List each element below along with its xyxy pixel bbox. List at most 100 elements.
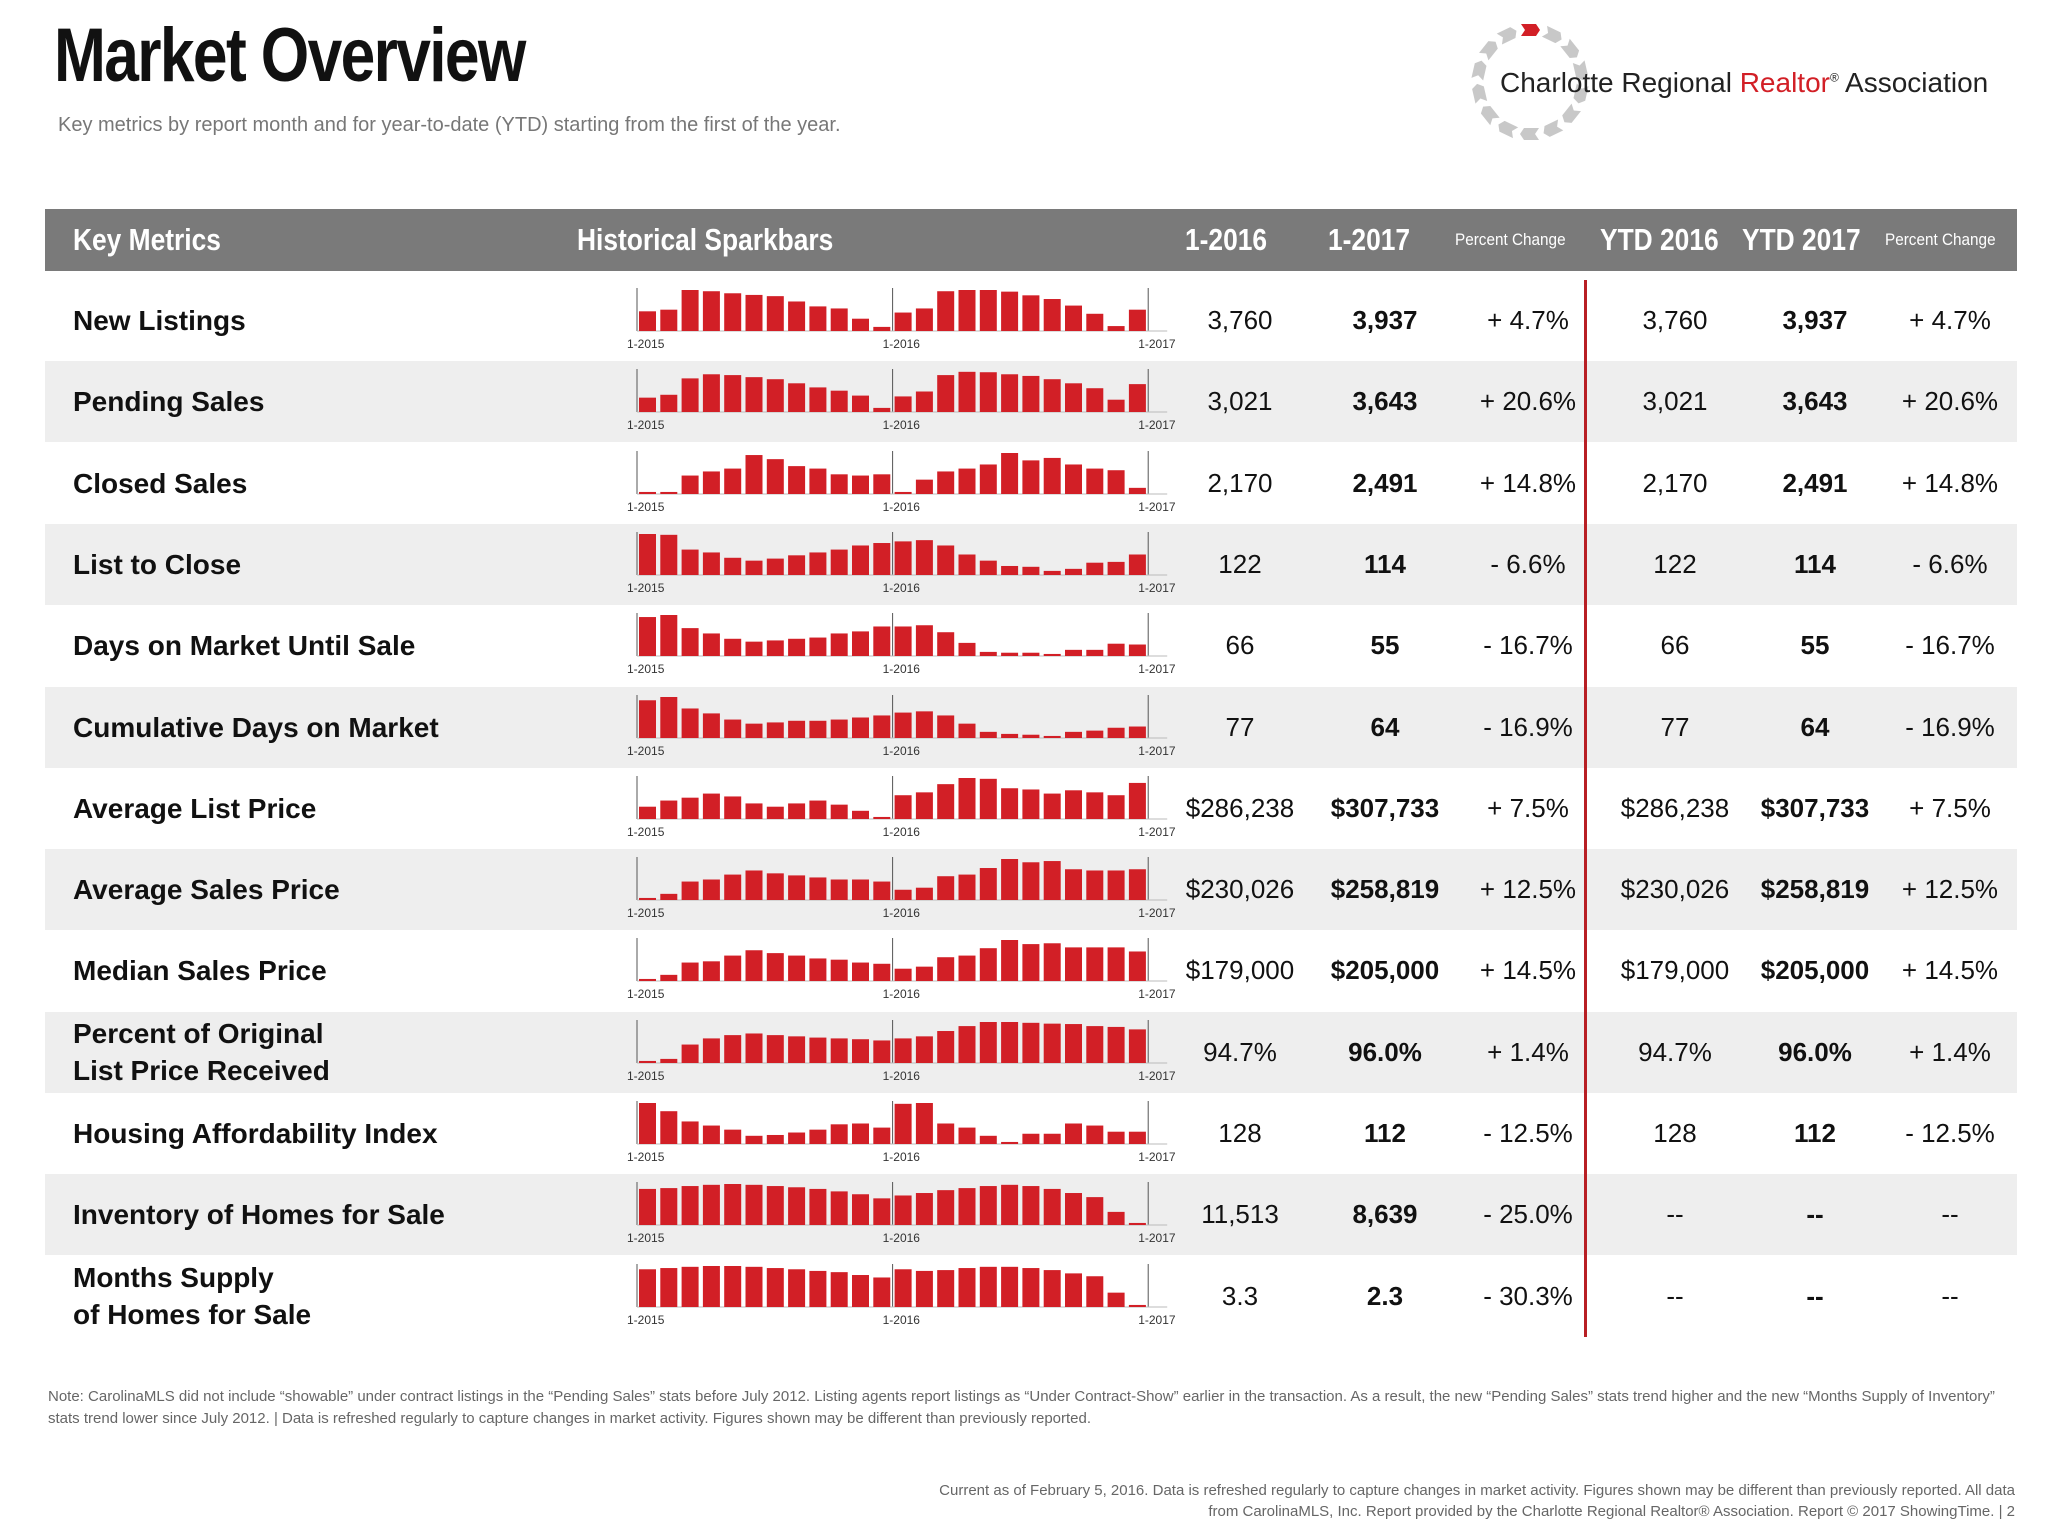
sparkbar-bar	[937, 957, 955, 982]
value-pct-change-ytd: + 14.8%	[1901, 467, 1999, 498]
sparkbar-bar	[1022, 1022, 1040, 1063]
sparkbar-bar	[1022, 734, 1040, 738]
sparkbar-bar	[745, 1185, 763, 1226]
sparkbar-axis-label: 1-2015	[627, 744, 665, 758]
metric-name-line1: New Listings	[73, 305, 246, 336]
logo-chevron-icon	[1560, 38, 1580, 59]
sparkbar-bar	[1128, 309, 1146, 331]
sparkbar-bar	[1043, 654, 1061, 657]
sparkbar-bar	[937, 1269, 955, 1307]
sparkbar-bar	[1001, 652, 1019, 657]
sparkbar-bar	[1043, 299, 1061, 331]
sparkbar-bar	[681, 1186, 699, 1226]
table-row: Inventory of Homes for Sale 1-2015 1-2016 1…	[45, 1174, 2017, 1256]
sparkbar-bar	[852, 545, 869, 575]
sparkbar-bar	[766, 873, 784, 901]
metric-name: Closed Sales	[73, 465, 593, 502]
sparkbar-bar	[894, 1268, 912, 1307]
sparkbar-bar	[681, 1266, 699, 1307]
sparkbar-bar	[788, 1268, 806, 1307]
sparkbar-bar	[681, 1121, 699, 1144]
sparkbar-axis-label: 1-2015	[627, 825, 665, 839]
sparkbar-bar	[830, 633, 848, 657]
sparkbar-bar	[1086, 730, 1104, 738]
sparkbar-bar	[852, 395, 869, 413]
metric-name-line1: Closed Sales	[73, 467, 248, 499]
sparkbar-bar	[766, 379, 784, 413]
sparkbar-bar	[1128, 1131, 1146, 1144]
sparkbar-bar	[894, 312, 912, 331]
sparkbar-bar	[660, 1267, 678, 1307]
sparkbar-chart: 1-2015 1-2016 1-2017	[627, 450, 1176, 514]
sparkbar-bar	[937, 1030, 955, 1063]
sparkbar-bar	[979, 290, 997, 331]
sparkbar-axis-label: 1-2017	[1138, 662, 1176, 676]
sparkbar-bar	[937, 632, 955, 657]
sparkbar-bar	[745, 950, 763, 982]
value-pct-change-ytd: --	[1941, 1199, 1959, 1230]
sparkbar-bar	[1107, 326, 1125, 331]
sparkbar-bar	[852, 475, 869, 494]
sparkbar-bar	[1022, 862, 1040, 901]
value-pct-change-ytd: - 12.5%	[1905, 1118, 1995, 1148]
logo-chevron-icon	[1479, 41, 1498, 61]
sparkbar-bar	[788, 955, 806, 982]
sparkbar-bar	[1107, 1026, 1125, 1063]
logo-name-part1: Charlotte Regional	[1500, 67, 1740, 98]
sparkbar-bar	[660, 309, 678, 331]
sparkbar-bar	[1128, 554, 1146, 575]
sparkbar-bar	[702, 471, 720, 494]
sparkbar-bar	[660, 800, 678, 819]
value-pct-change: + 1.4%	[1487, 1036, 1569, 1067]
sparkbar-bar	[958, 290, 976, 331]
sparkbar-bar	[639, 617, 656, 657]
sparkbar-chart: 1-2015 1-2016 1-2017	[627, 369, 1176, 432]
sparkbar-bar	[1001, 1021, 1019, 1063]
sparkbar-bar	[894, 1103, 912, 1144]
sparkbar-bar	[1022, 376, 1040, 413]
sparkbar-bar	[958, 1025, 976, 1063]
page-subtitle: Key metrics by report month and for year…	[58, 114, 841, 136]
sparkbar-axis-label: 1-2017	[1138, 1150, 1176, 1164]
sparkbar-bar	[809, 387, 827, 413]
sparkbar-bar	[894, 712, 912, 738]
table-row: Closed Sales 1-2015 1-2016 1-2017 2,170 2,491…	[45, 443, 2017, 524]
sparkbar-bar	[1022, 789, 1040, 819]
sparkbar-bar	[660, 395, 678, 413]
sparkbar-bar	[830, 960, 848, 982]
sparkbar-axis-label: 1-2016	[883, 1231, 921, 1245]
metric-name-line1: Average List Price	[73, 792, 317, 824]
sparkbar-bar	[1022, 652, 1040, 657]
value-1-2017: 112	[1364, 1118, 1406, 1148]
metric-name-line1: Inventory of Homes for Sale	[73, 1199, 445, 1231]
logo-chevron-icon	[1498, 120, 1519, 139]
sparkbar-bar	[937, 876, 955, 901]
logo-name-red: Realtor	[1739, 67, 1830, 98]
sparkbar-axis-label: 1-2015	[627, 581, 665, 595]
sparkbar-bar	[979, 372, 997, 413]
sparkbar-axis-label: 1-2016	[883, 825, 921, 839]
sparkbar-bar	[894, 396, 912, 413]
table-header: Key Metrics Historical Sparkbars 1-2016 …	[45, 209, 2017, 271]
sparkbar-bar	[958, 777, 976, 819]
value-ytd-2016: 77	[1660, 711, 1690, 742]
sparkbar-bar	[745, 803, 763, 819]
value-1-2016: 122	[1218, 548, 1262, 579]
sparkbar-bar	[1065, 1272, 1082, 1307]
sparkbar-bar	[894, 626, 912, 657]
sparkbar-bar	[873, 408, 891, 413]
sparkbar-bar	[1065, 568, 1082, 575]
sparkbar-bar	[1128, 782, 1146, 819]
sparkbar-bar	[958, 1267, 976, 1307]
sparkbar-bar	[1065, 869, 1082, 901]
sparkbar-chart: 1-2015 1-2016 1-2017	[627, 1019, 1176, 1083]
sparkbar-bar	[809, 958, 827, 982]
sparkbar-bar	[958, 1127, 976, 1144]
sparkbar-bar	[1043, 735, 1061, 738]
sparkbar-bar	[830, 879, 848, 901]
sparkbar-bar	[830, 308, 848, 331]
value-pct-change: - 25.0%	[1483, 1199, 1573, 1230]
sparkbar-bar	[745, 723, 763, 738]
sparkbar-bar	[1086, 792, 1104, 819]
value-1-2017: 2.3	[1366, 1280, 1404, 1311]
